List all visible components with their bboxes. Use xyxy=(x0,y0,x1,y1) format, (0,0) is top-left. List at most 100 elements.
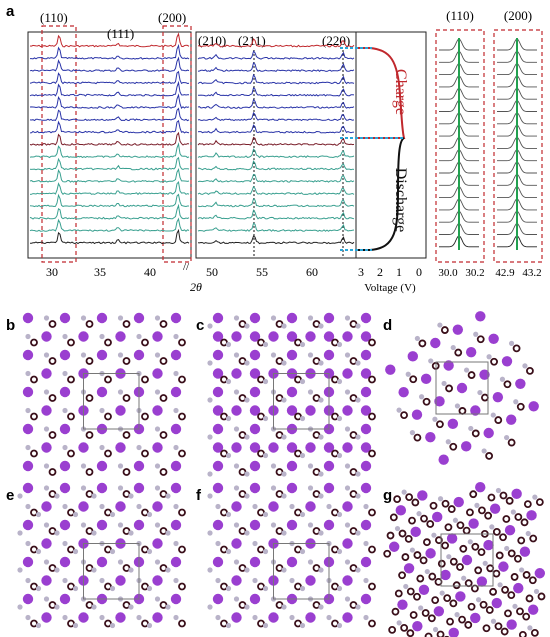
atom xyxy=(225,511,232,518)
atom xyxy=(43,485,50,491)
atom xyxy=(154,315,161,321)
xrd-trace xyxy=(29,217,190,232)
atom xyxy=(519,567,525,573)
atom xyxy=(281,471,287,477)
atom xyxy=(427,614,436,623)
atom xyxy=(456,563,464,571)
atom xyxy=(173,370,179,377)
atom xyxy=(318,567,324,573)
atom xyxy=(72,622,79,629)
atom xyxy=(475,481,486,493)
atom xyxy=(413,592,421,601)
atom xyxy=(416,511,422,517)
atom xyxy=(62,540,68,547)
tick-55: 55 xyxy=(256,265,268,279)
atom xyxy=(78,442,89,453)
atom xyxy=(170,556,182,568)
xrd-trace xyxy=(29,80,189,97)
atom xyxy=(231,612,242,623)
atom xyxy=(360,312,372,324)
atom xyxy=(244,360,250,366)
atom xyxy=(318,434,324,440)
atom xyxy=(456,382,468,394)
atom xyxy=(233,463,240,469)
atom xyxy=(59,386,71,398)
xrd-trace xyxy=(197,185,355,196)
atom xyxy=(432,416,438,422)
atom xyxy=(22,423,34,435)
atom xyxy=(437,496,444,502)
atom xyxy=(178,412,186,421)
atom xyxy=(41,331,52,342)
atom xyxy=(504,434,510,441)
atom xyxy=(460,441,472,452)
xrd-trace xyxy=(29,56,190,72)
atom xyxy=(117,485,124,491)
atom xyxy=(385,364,396,375)
xrd-trace xyxy=(197,111,355,122)
atom xyxy=(436,420,444,429)
atom xyxy=(109,511,116,518)
atom xyxy=(400,411,408,420)
atom xyxy=(286,556,298,568)
vtick-0: 0 xyxy=(416,265,422,279)
atom xyxy=(518,630,527,637)
xrd-trace xyxy=(197,50,355,60)
atom xyxy=(440,569,451,581)
atom xyxy=(152,405,163,416)
atom xyxy=(173,503,179,510)
atom xyxy=(336,452,343,459)
atom xyxy=(233,426,240,432)
atom xyxy=(170,386,182,398)
atom xyxy=(262,511,269,518)
atom xyxy=(537,592,546,601)
zoom-title-110: (110) xyxy=(446,8,474,23)
atom xyxy=(466,508,474,517)
atom xyxy=(305,501,316,512)
atom xyxy=(452,324,464,335)
atom xyxy=(35,511,42,518)
atom xyxy=(154,426,161,432)
atom xyxy=(344,463,351,469)
atom xyxy=(342,442,353,453)
atom xyxy=(286,405,298,416)
atom xyxy=(398,386,409,398)
atom xyxy=(117,315,124,321)
atom xyxy=(530,628,539,637)
atom xyxy=(344,485,351,491)
atom xyxy=(43,352,50,358)
atom xyxy=(516,402,525,411)
atom xyxy=(411,409,423,420)
voltage-axis-label: Voltage (V) xyxy=(364,282,416,294)
atom xyxy=(467,539,473,545)
atom xyxy=(207,323,213,329)
atom xyxy=(342,368,353,379)
atom xyxy=(215,614,221,621)
xrd-trace xyxy=(197,160,355,171)
atom xyxy=(59,460,71,472)
atom xyxy=(307,522,314,528)
atom xyxy=(173,540,179,547)
atom xyxy=(249,312,261,324)
atom xyxy=(133,519,145,531)
atom xyxy=(136,444,142,451)
atom xyxy=(212,442,224,453)
atom xyxy=(72,511,79,518)
atom xyxy=(299,585,306,592)
panel-a-label: a xyxy=(6,3,15,20)
atom xyxy=(96,460,108,472)
atom xyxy=(249,331,261,342)
atom xyxy=(170,423,182,435)
atom xyxy=(471,542,480,551)
atom xyxy=(505,496,514,505)
atom xyxy=(404,534,413,543)
atom xyxy=(423,538,431,547)
atom xyxy=(67,375,75,384)
x-axis-label: 2θ xyxy=(190,280,202,294)
atom xyxy=(299,511,306,518)
atom xyxy=(336,378,343,385)
atom xyxy=(506,619,517,630)
atom xyxy=(396,407,402,413)
atom xyxy=(526,510,537,521)
atom xyxy=(48,394,57,402)
